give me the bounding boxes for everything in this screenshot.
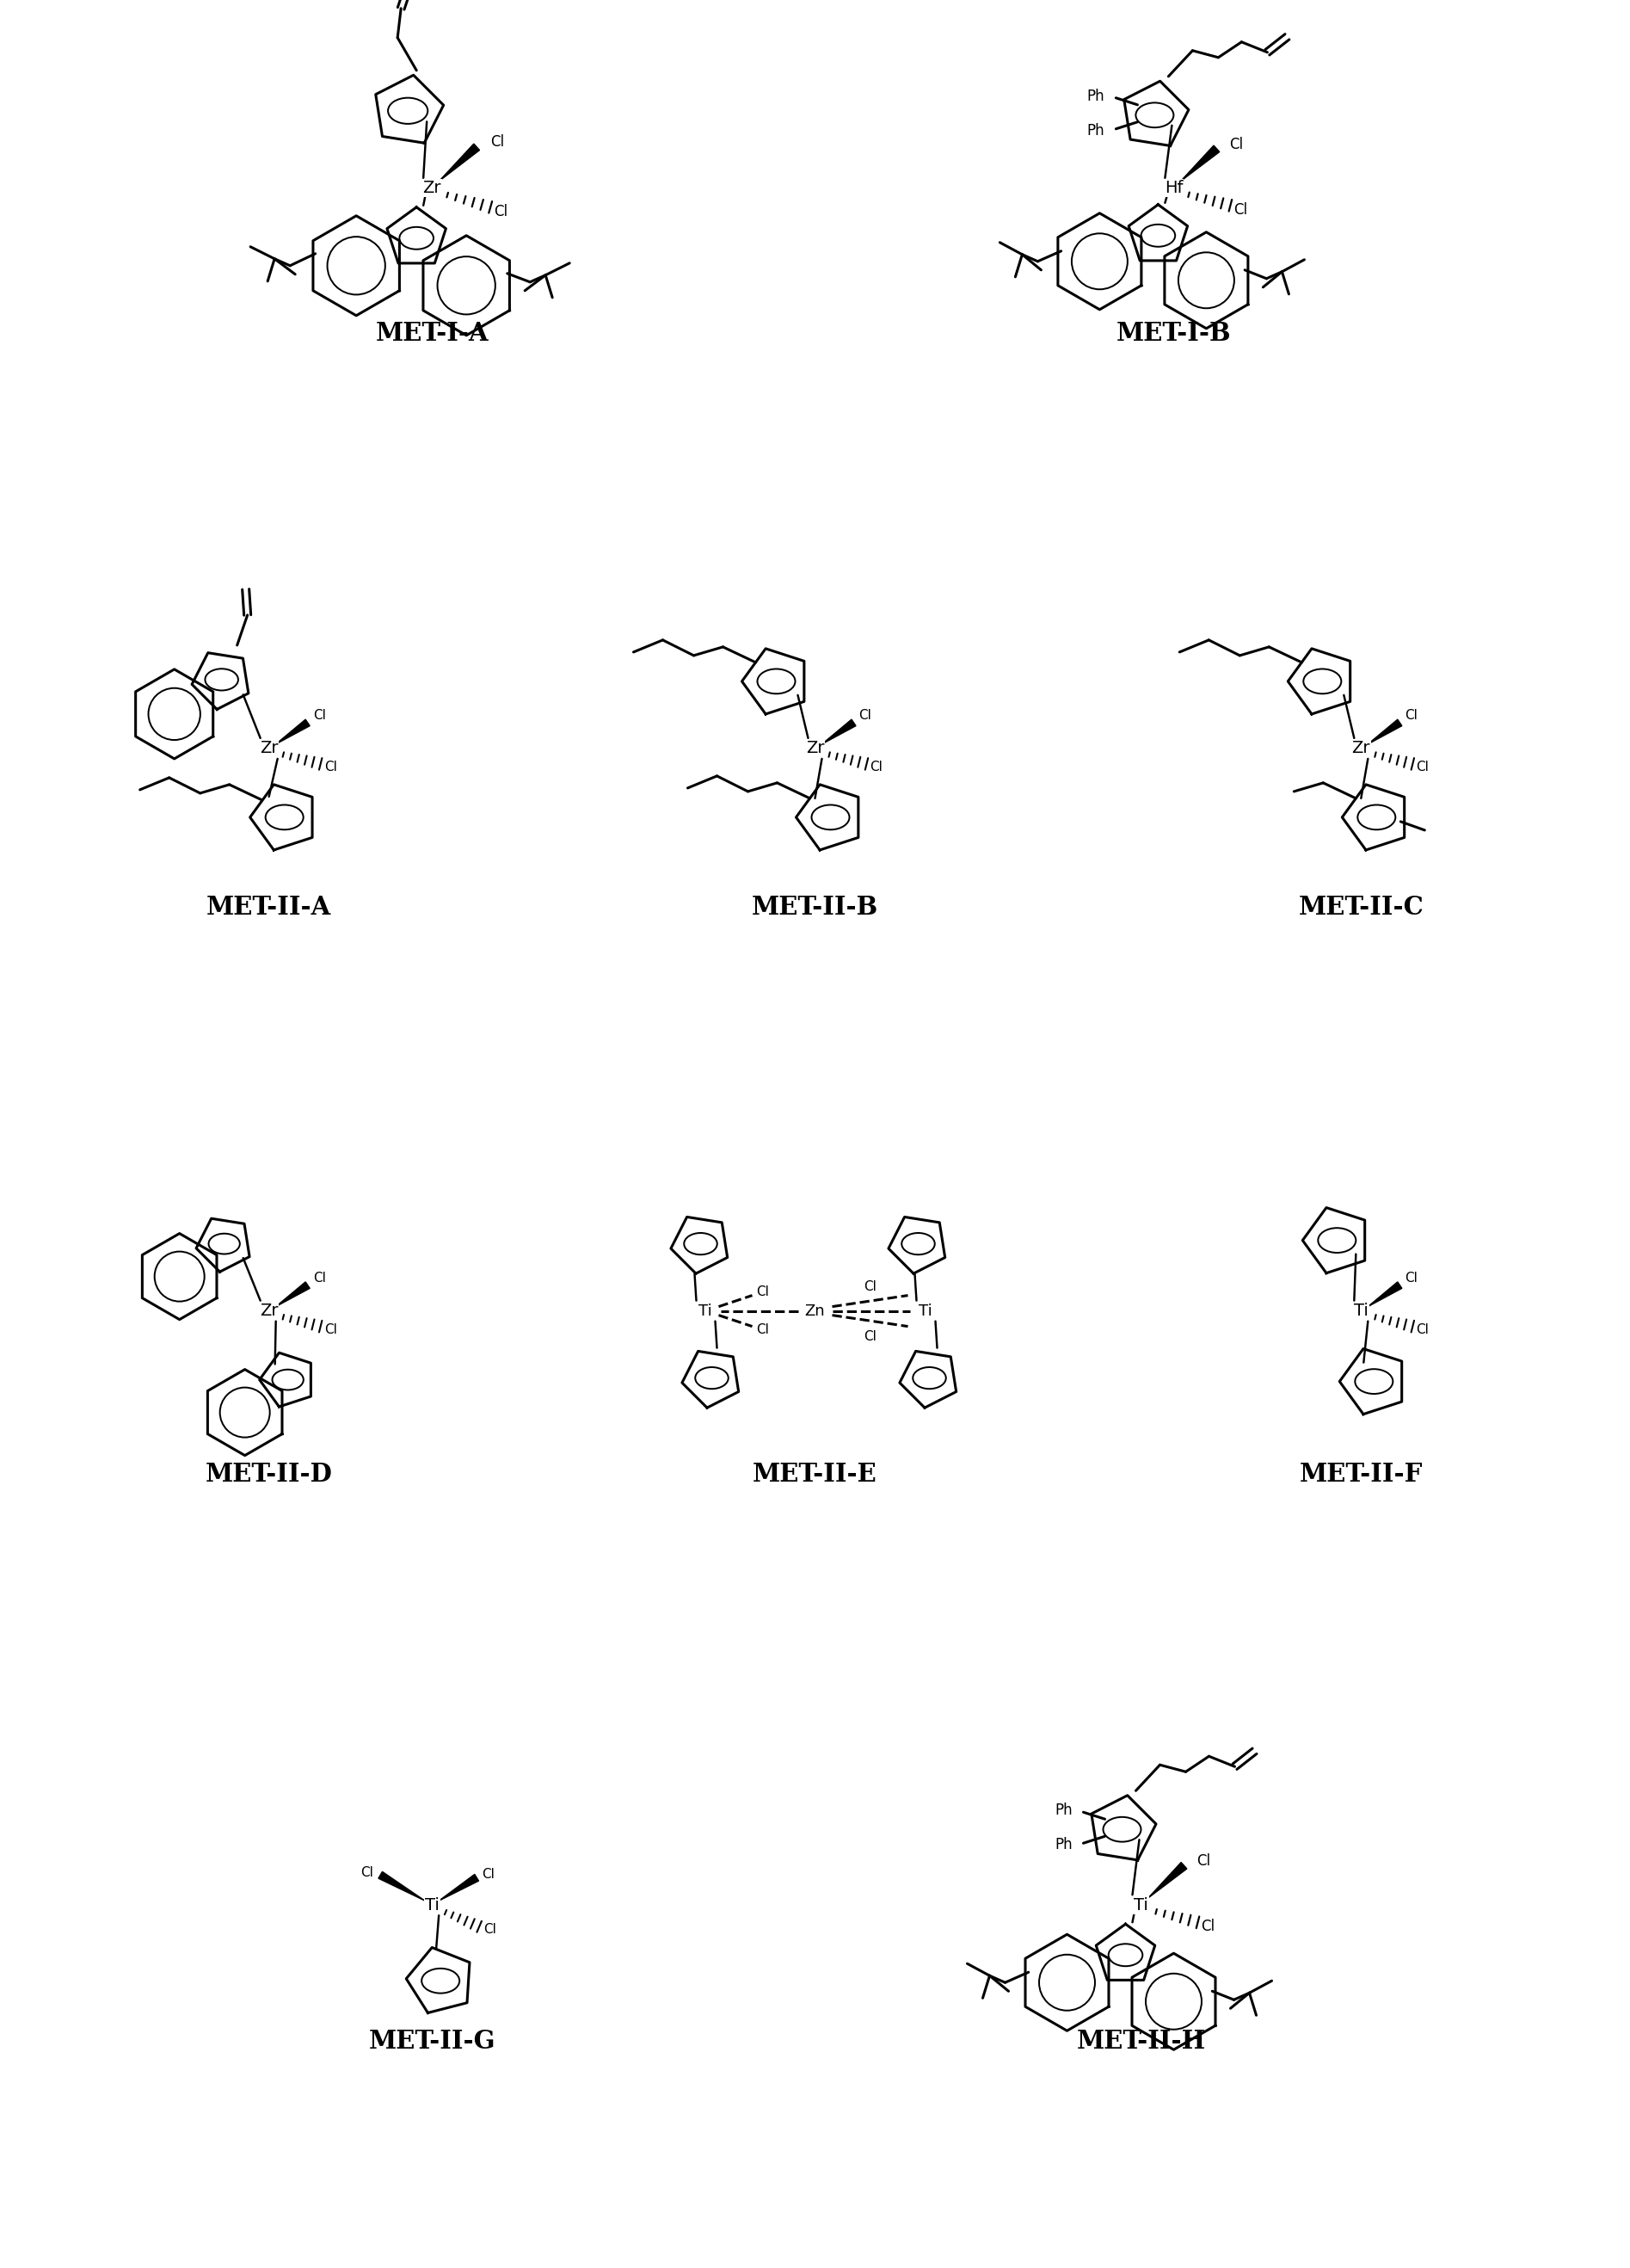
Text: Cl: Cl bbox=[482, 1867, 494, 1880]
Text: Ph: Ph bbox=[1055, 1837, 1073, 1853]
Text: Ph: Ph bbox=[1055, 1803, 1073, 1819]
Text: Cl: Cl bbox=[1234, 202, 1247, 218]
Text: Ti: Ti bbox=[1355, 1302, 1368, 1320]
Text: MET-II-H: MET-II-H bbox=[1076, 2028, 1206, 2055]
Text: Cl: Cl bbox=[494, 204, 509, 220]
Text: Cl: Cl bbox=[1405, 1272, 1418, 1284]
Text: Ti: Ti bbox=[425, 1896, 438, 1914]
Text: Ti: Ti bbox=[1134, 1896, 1148, 1914]
Text: Cl: Cl bbox=[756, 1286, 769, 1297]
Text: Ph: Ph bbox=[1087, 122, 1105, 138]
Text: Zn: Zn bbox=[805, 1304, 825, 1318]
Polygon shape bbox=[1180, 145, 1219, 181]
Text: MET-II-B: MET-II-B bbox=[751, 894, 879, 921]
Text: Zr: Zr bbox=[805, 739, 825, 758]
Text: MET-I-B: MET-I-B bbox=[1117, 320, 1231, 347]
Text: Cl: Cl bbox=[313, 710, 326, 721]
Text: Cl: Cl bbox=[491, 134, 504, 150]
Text: MET-II-C: MET-II-C bbox=[1299, 894, 1423, 921]
Polygon shape bbox=[275, 719, 310, 744]
Text: MET-II-A: MET-II-A bbox=[207, 894, 331, 921]
Polygon shape bbox=[1148, 1862, 1187, 1898]
Polygon shape bbox=[822, 719, 856, 744]
Text: Cl: Cl bbox=[864, 1331, 877, 1343]
Text: MET-II-D: MET-II-D bbox=[205, 1461, 333, 1488]
Text: MET-I-A: MET-I-A bbox=[375, 320, 489, 347]
Polygon shape bbox=[1368, 1281, 1402, 1306]
Text: Zr: Zr bbox=[422, 179, 442, 197]
Text: Hf: Hf bbox=[1164, 179, 1183, 197]
Text: Cl: Cl bbox=[864, 1281, 877, 1293]
Polygon shape bbox=[438, 143, 479, 181]
Text: Zr: Zr bbox=[259, 1302, 279, 1320]
Text: MET-II-E: MET-II-E bbox=[753, 1461, 877, 1488]
Text: Ti: Ti bbox=[918, 1304, 932, 1318]
Text: Cl: Cl bbox=[1416, 1325, 1430, 1336]
Text: Cl: Cl bbox=[324, 762, 337, 773]
Polygon shape bbox=[275, 1281, 310, 1306]
Text: Cl: Cl bbox=[1405, 710, 1418, 721]
Text: MET-II-G: MET-II-G bbox=[368, 2028, 496, 2055]
Text: MET-II-F: MET-II-F bbox=[1299, 1461, 1423, 1488]
Text: Ti: Ti bbox=[698, 1304, 712, 1318]
Text: Cl: Cl bbox=[1196, 1853, 1211, 1869]
Text: Cl: Cl bbox=[1229, 136, 1244, 152]
Text: Cl: Cl bbox=[870, 762, 883, 773]
Text: Cl: Cl bbox=[1416, 762, 1430, 773]
Text: Cl: Cl bbox=[360, 1867, 373, 1878]
Text: Cl: Cl bbox=[1201, 1919, 1214, 1935]
Text: Cl: Cl bbox=[756, 1325, 769, 1336]
Text: Cl: Cl bbox=[859, 710, 872, 721]
Text: Zr: Zr bbox=[259, 739, 279, 758]
Text: Cl: Cl bbox=[313, 1272, 326, 1284]
Text: Cl: Cl bbox=[324, 1325, 337, 1336]
Polygon shape bbox=[378, 1871, 425, 1901]
Polygon shape bbox=[1368, 719, 1402, 744]
Polygon shape bbox=[438, 1873, 479, 1901]
Text: Cl: Cl bbox=[484, 1923, 497, 1935]
Text: Ph: Ph bbox=[1087, 88, 1105, 104]
Text: Zr: Zr bbox=[1351, 739, 1371, 758]
